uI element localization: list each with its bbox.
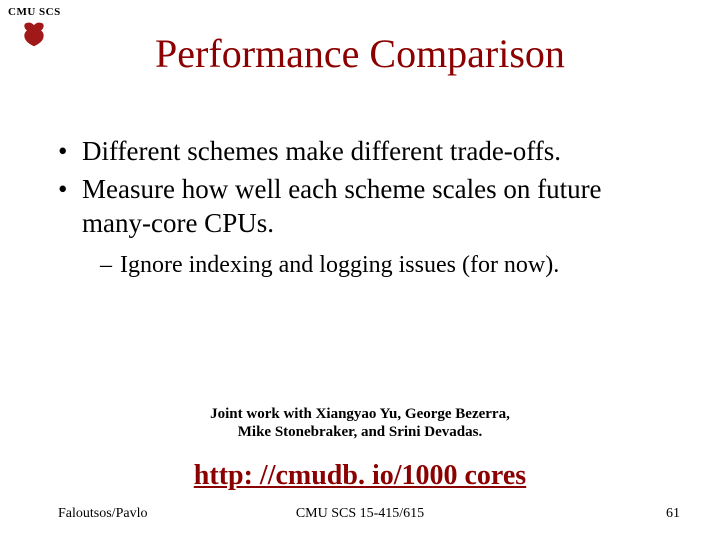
- page-number: 61: [666, 506, 680, 522]
- sub-bullet-item: – Ignore indexing and logging issues (fo…: [100, 250, 670, 280]
- slide-link[interactable]: http: //cmudb. io/1000 cores: [0, 460, 720, 492]
- slide-title: Performance Comparison: [0, 30, 720, 77]
- credit-line: Mike Stonebraker, and Srini Devadas.: [0, 423, 720, 442]
- bullet-marker: •: [58, 173, 82, 241]
- footer: Faloutsos/Pavlo CMU SCS 15-415/615 61: [0, 506, 720, 526]
- bullet-text: Different schemes make different trade-o…: [82, 135, 670, 169]
- bullet-marker: •: [58, 135, 82, 169]
- header-label: CMU SCS: [8, 6, 61, 18]
- bullet-item: • Measure how well each scheme scales on…: [58, 173, 670, 241]
- bullet-item: • Different schemes make different trade…: [58, 135, 670, 169]
- slide-body: • Different schemes make different trade…: [58, 135, 670, 280]
- slide: CMU SCS Performance Comparison • Differe…: [0, 0, 720, 540]
- footer-course: CMU SCS 15-415/615: [0, 506, 720, 522]
- bullet-text: Measure how well each scheme scales on f…: [82, 173, 670, 241]
- sub-bullet-text: Ignore indexing and logging issues (for …: [120, 250, 670, 280]
- sub-bullet-marker: –: [100, 250, 120, 280]
- credit-line: Joint work with Xiangyao Yu, George Beze…: [0, 405, 720, 424]
- credit-text: Joint work with Xiangyao Yu, George Beze…: [0, 405, 720, 443]
